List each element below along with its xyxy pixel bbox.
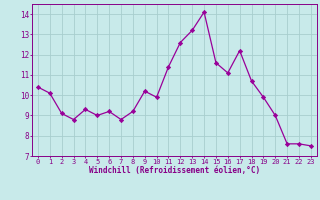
- X-axis label: Windchill (Refroidissement éolien,°C): Windchill (Refroidissement éolien,°C): [89, 166, 260, 175]
